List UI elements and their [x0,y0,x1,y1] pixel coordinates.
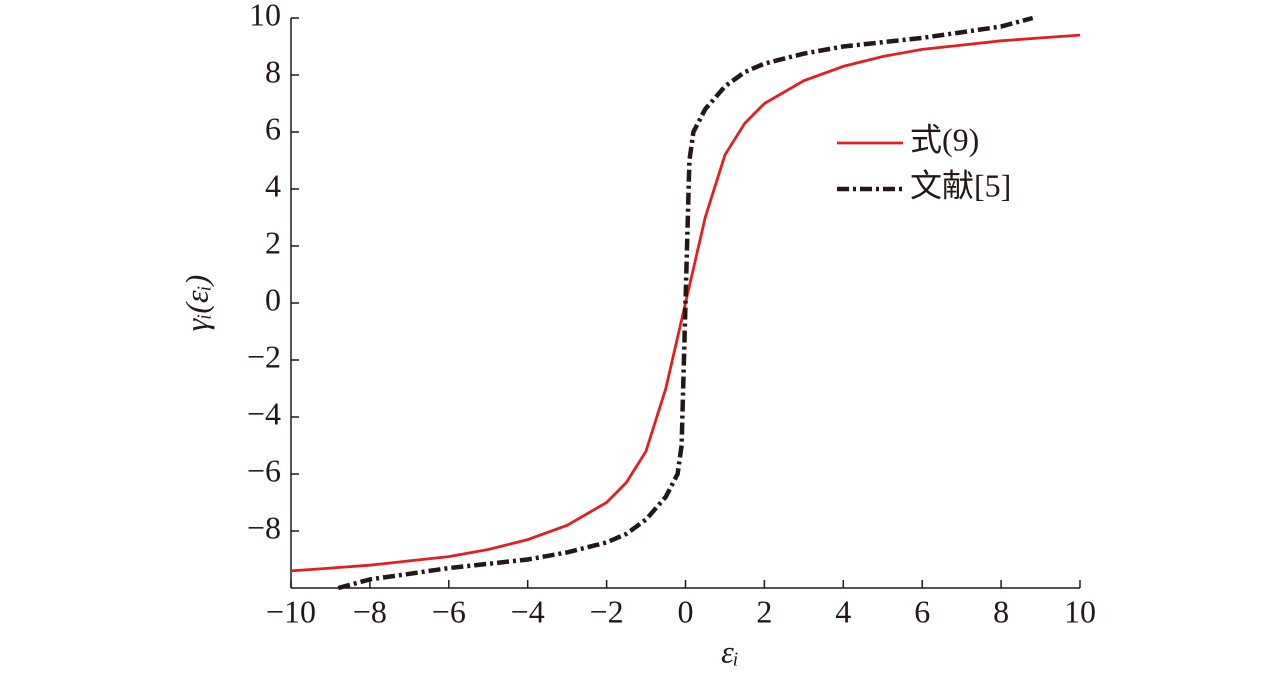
y-tick-label: −8 [247,509,281,545]
legend-label: 式(9) [910,121,979,157]
x-axis-label: εᵢ [721,633,739,669]
x-tick-label: 10 [1064,593,1096,629]
x-tick-label: 2 [756,593,772,629]
y-tick-label: −2 [247,338,281,374]
y-tick-label: −4 [247,395,281,431]
x-tick-label: 8 [993,593,1009,629]
x-tick-label: 0 [678,593,694,629]
y-tick-label: 10 [249,0,281,32]
y-tick-label: 4 [265,167,281,203]
x-tick-label: 6 [914,593,930,629]
y-tick-label: 8 [265,53,281,89]
x-tick-label: −8 [353,593,387,629]
x-tick-label: −10 [266,593,316,629]
y-tick-label: 2 [265,224,281,260]
y-tick-label: 6 [265,110,281,146]
y-axis-label: γᵢ(εᵢ) [178,275,214,332]
legend-label: 文献[5] [910,167,1011,203]
y-tick-label: 0 [265,281,281,317]
x-tick-label: −6 [432,593,466,629]
series-line [337,15,1034,591]
x-tick-label: −4 [511,593,545,629]
x-tick-label: −2 [590,593,624,629]
x-tick-label: 4 [835,593,851,629]
y-tick-label: −6 [247,452,281,488]
